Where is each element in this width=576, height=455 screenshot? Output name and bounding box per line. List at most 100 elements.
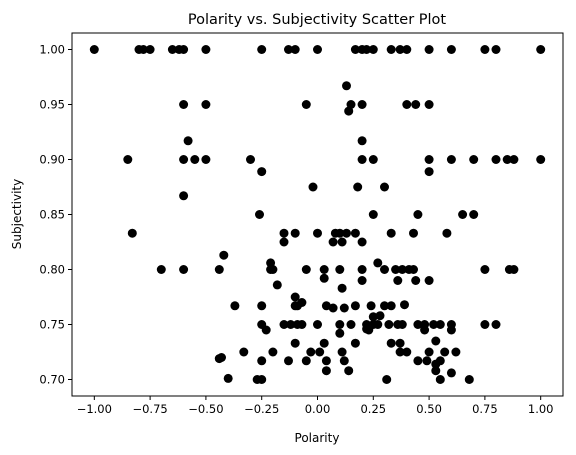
data-point — [179, 100, 189, 109]
data-point — [424, 276, 434, 285]
data-point — [342, 228, 351, 238]
data-point — [339, 303, 349, 313]
data-point — [167, 45, 177, 54]
data-point — [179, 45, 189, 54]
data-point — [223, 373, 233, 383]
y-axis-label: Subjectivity — [10, 179, 24, 249]
data-point — [328, 237, 338, 247]
data-point — [464, 375, 474, 384]
data-point — [279, 320, 289, 329]
data-point — [509, 265, 519, 274]
data-point — [402, 347, 412, 357]
x-tick-label: 0.75 — [472, 402, 498, 416]
data-point — [290, 45, 300, 54]
data-point — [301, 100, 311, 109]
data-point — [335, 265, 345, 274]
data-point — [190, 155, 200, 164]
data-point — [257, 301, 267, 311]
data-point — [491, 155, 501, 164]
data-point — [431, 366, 441, 376]
data-point — [502, 155, 512, 164]
data-point — [290, 228, 300, 238]
data-point — [261, 325, 271, 335]
data-point — [313, 45, 322, 54]
data-point — [284, 45, 293, 54]
data-point — [230, 301, 240, 311]
y-axis-ticks: 0.70 0.75 0.80 0.85 0.90 0.95 1.00 — [39, 43, 72, 387]
x-tick-label: 0.00 — [305, 402, 331, 416]
x-tick-label: −0.75 — [132, 402, 167, 416]
y-tick-label: 1.00 — [39, 43, 65, 57]
data-point — [279, 237, 289, 247]
data-point — [257, 45, 267, 54]
data-point — [201, 45, 211, 54]
data-point — [350, 338, 360, 348]
data-point — [315, 347, 325, 357]
data-point — [424, 155, 434, 164]
data-point — [350, 45, 360, 54]
data-point — [386, 338, 396, 348]
y-tick-label: 0.75 — [39, 318, 65, 332]
data-point — [491, 45, 501, 54]
data-point — [368, 210, 378, 219]
data-point — [319, 338, 329, 348]
data-point — [183, 136, 193, 146]
data-point — [301, 356, 311, 366]
data-point — [335, 320, 345, 329]
data-point — [411, 276, 421, 285]
data-point — [431, 336, 441, 346]
data-point — [380, 182, 389, 192]
data-point — [266, 265, 276, 274]
x-tick-label: −0.25 — [244, 402, 279, 416]
data-point — [440, 347, 450, 357]
data-point — [397, 320, 407, 329]
data-point — [402, 100, 412, 109]
x-tick-label: 0.50 — [416, 402, 442, 416]
data-point — [286, 320, 296, 329]
data-point — [435, 375, 445, 384]
data-point — [321, 366, 331, 376]
data-point — [337, 283, 347, 293]
data-point — [297, 298, 307, 307]
data-point — [127, 228, 137, 238]
data-point — [350, 301, 360, 311]
data-point — [306, 347, 316, 357]
data-point — [446, 155, 456, 164]
y-tick-label: 0.95 — [39, 98, 65, 112]
data-point — [395, 338, 405, 348]
data-point — [339, 356, 349, 366]
data-point — [409, 228, 418, 238]
chart-title: Polarity vs. Subjectivity Scatter Plot — [188, 12, 447, 28]
data-point — [344, 366, 354, 376]
data-point — [458, 210, 468, 219]
data-point — [257, 356, 267, 366]
data-point — [255, 210, 264, 219]
data-point — [382, 375, 392, 384]
data-point — [395, 45, 405, 54]
data-point — [536, 45, 546, 54]
data-point — [290, 338, 300, 348]
data-point — [179, 155, 189, 164]
data-point — [424, 347, 434, 357]
data-point — [357, 136, 367, 146]
x-tick-label: −0.50 — [188, 402, 223, 416]
data-point — [308, 182, 318, 192]
data-point — [424, 100, 434, 109]
data-point — [138, 45, 148, 54]
data-point — [297, 320, 307, 329]
data-point — [239, 347, 249, 357]
data-point — [442, 228, 452, 238]
data-point — [469, 210, 479, 219]
data-point — [368, 45, 378, 54]
y-tick-label: 0.70 — [39, 373, 65, 387]
data-point — [217, 353, 226, 362]
y-tick-label: 0.80 — [39, 263, 65, 277]
data-point — [364, 325, 374, 335]
data-point — [350, 228, 360, 238]
data-point — [337, 237, 347, 247]
data-point — [346, 320, 356, 329]
data-point — [393, 276, 403, 285]
data-point — [395, 347, 405, 357]
